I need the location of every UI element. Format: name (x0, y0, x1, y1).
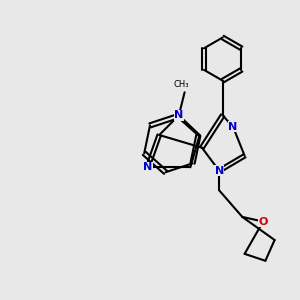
Text: CH₃: CH₃ (174, 80, 189, 89)
Text: N: N (229, 122, 238, 132)
Text: N: N (143, 162, 152, 172)
Text: N: N (214, 166, 224, 176)
Text: N: N (174, 110, 184, 120)
Text: O: O (258, 217, 268, 226)
